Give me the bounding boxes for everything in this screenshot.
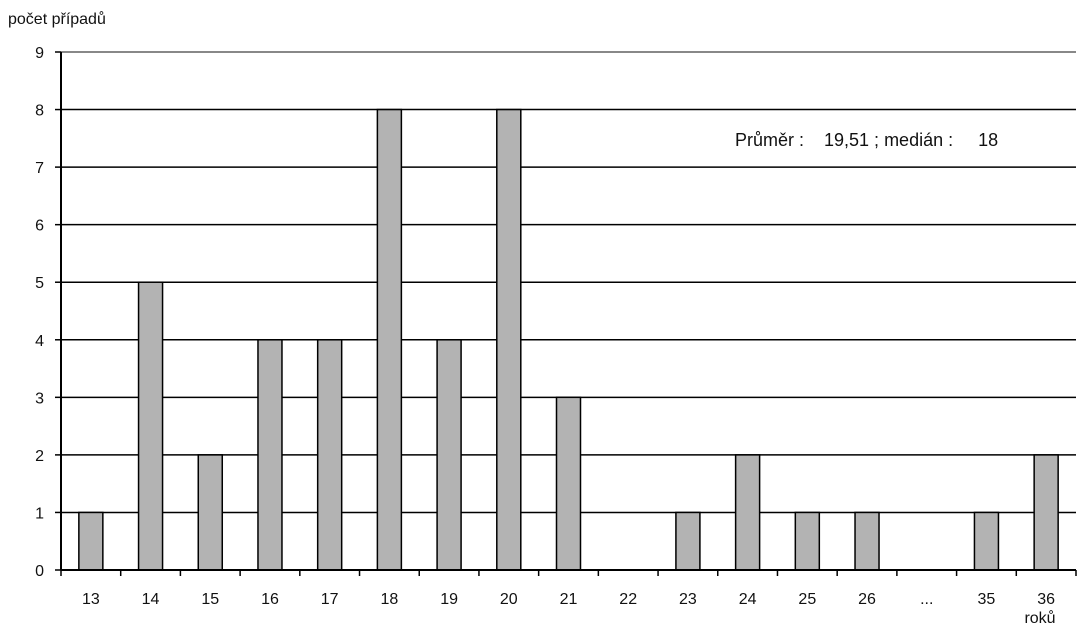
x-tick-label: 35 bbox=[978, 591, 996, 608]
x-tick-label: 25 bbox=[798, 591, 816, 608]
bar-16 bbox=[257, 339, 283, 571]
x-axis-label: roků bbox=[1024, 609, 1055, 627]
x-tick-label: 24 bbox=[739, 591, 757, 608]
y-tick-label: 1 bbox=[35, 505, 44, 522]
axes bbox=[55, 51, 1077, 576]
grid-lines bbox=[61, 51, 1076, 514]
bar-14 bbox=[137, 281, 164, 571]
y-tick-label: 4 bbox=[35, 333, 44, 350]
bar-19 bbox=[436, 339, 462, 571]
bar-18 bbox=[376, 108, 403, 571]
x-tick-label: 18 bbox=[380, 591, 398, 608]
y-axis-label: počet případů bbox=[8, 10, 106, 28]
y-tick-label: 2 bbox=[35, 448, 44, 465]
y-tick-label: 6 bbox=[35, 218, 44, 235]
bar-23 bbox=[675, 511, 701, 571]
mean-median-annotation: Průměr : 19,51 ; medián : 18 bbox=[735, 130, 998, 150]
x-tick-label: 36 bbox=[1037, 591, 1055, 608]
y-tick-label: 9 bbox=[35, 45, 44, 62]
bar-25 bbox=[794, 511, 821, 571]
x-tick-label: 26 bbox=[858, 591, 876, 608]
y-tick-label: 0 bbox=[35, 563, 44, 580]
x-tick-label: 15 bbox=[201, 591, 219, 608]
bar-15 bbox=[197, 454, 224, 571]
bar-20 bbox=[496, 108, 522, 571]
bars bbox=[78, 108, 1059, 571]
bar-17 bbox=[316, 339, 343, 571]
x-tick-label: 14 bbox=[142, 591, 160, 608]
bar-35 bbox=[973, 511, 1000, 571]
x-tick-label: 17 bbox=[321, 591, 339, 608]
x-tick-label: 16 bbox=[261, 591, 279, 608]
y-tick-label: 8 bbox=[35, 103, 44, 120]
x-tick-label: ... bbox=[920, 591, 933, 608]
x-tick-label: 22 bbox=[619, 591, 637, 608]
x-tick-label: 19 bbox=[440, 591, 458, 608]
bar-21 bbox=[555, 396, 582, 571]
x-tick-label: 13 bbox=[82, 591, 100, 608]
y-tick-label: 5 bbox=[35, 275, 44, 292]
bar-13 bbox=[78, 511, 104, 571]
bar-36 bbox=[1033, 454, 1059, 571]
y-tick-label: 3 bbox=[35, 390, 44, 407]
x-tick-label: 20 bbox=[500, 591, 518, 608]
x-tick-label: 21 bbox=[560, 591, 578, 608]
bar-26 bbox=[854, 511, 880, 571]
y-tick-label: 7 bbox=[35, 160, 44, 177]
bar-24 bbox=[734, 454, 761, 571]
x-tick-label: 23 bbox=[679, 591, 697, 608]
